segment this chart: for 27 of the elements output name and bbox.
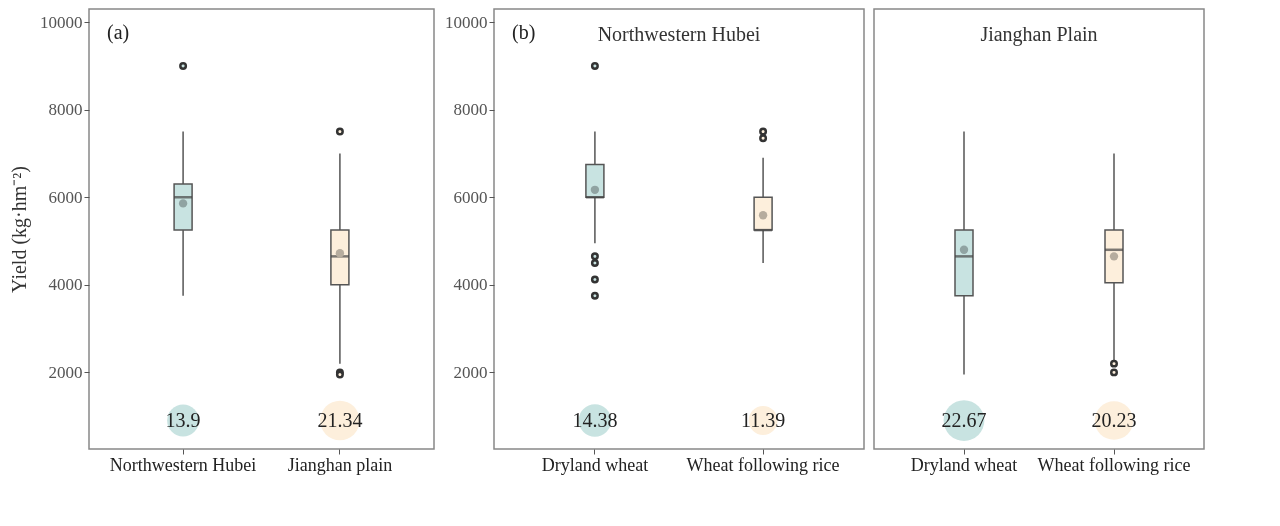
x-tick-label: Northwestern Hubei: [109, 454, 257, 475]
annotation: (b): [512, 21, 536, 44]
data-label: 22.67: [941, 408, 987, 431]
text: Jianghan Plain: [980, 23, 1098, 46]
y-tick-label: 2000: [453, 362, 488, 382]
x-tick-label: Jianghan plain: [287, 454, 393, 475]
x-tick-label: Wheat following rice: [1037, 454, 1191, 475]
y-tick-label: 8000: [48, 100, 83, 120]
annotation: (a): [107, 21, 130, 44]
x-tick-label: Dryland wheat: [541, 454, 649, 475]
y-tick-label: 10000: [445, 12, 488, 32]
y-tick-label: 6000: [453, 187, 488, 207]
y-axis-title: Yield (kg·hm⁻²): [8, 166, 31, 293]
data-label: 21.34: [317, 408, 363, 431]
y-tick-label: 10000: [40, 12, 83, 32]
data-label: 13.9: [165, 408, 201, 431]
y-tick-label: 4000: [48, 275, 83, 295]
data-label: 11.39: [740, 408, 786, 431]
y-tick-label: 4000: [453, 275, 488, 295]
data-label: 14.38: [572, 408, 618, 431]
y-tick-label: 2000: [48, 362, 83, 382]
y-tick-label: 8000: [453, 100, 488, 120]
y-tick-label: 6000: [48, 187, 83, 207]
text: Northwestern Hubei: [597, 23, 761, 45]
data-label: 20.23: [1091, 408, 1137, 431]
x-tick-label: Dryland wheat: [910, 454, 1018, 475]
x-tick-label: Wheat following rice: [686, 454, 840, 475]
